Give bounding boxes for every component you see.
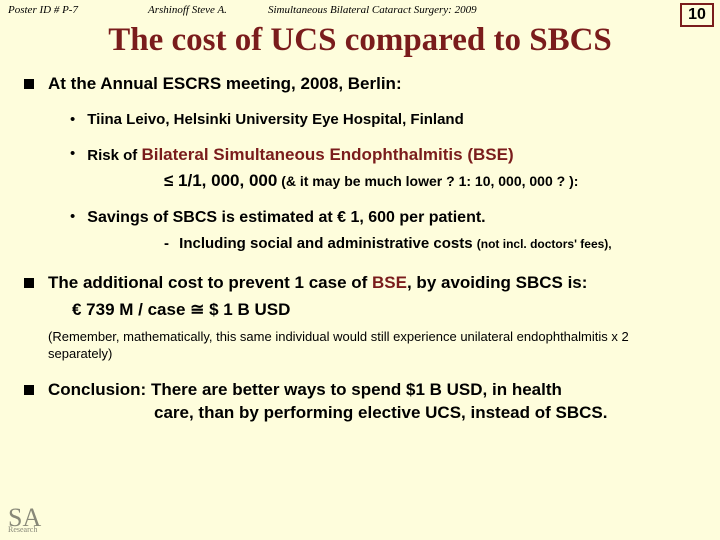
risk-value-line: ≤ 1/1, 000, 000 (& it may be much lower …: [24, 171, 696, 191]
bullet-sub-1b: • Risk of Bilateral Simultaneous Endopht…: [70, 144, 696, 167]
course-title: Simultaneous Bilateral Cataract Surgery:…: [268, 4, 712, 16]
bullet-text: Tiina Leivo, Helsinki University Eye Hos…: [87, 110, 464, 130]
bullet-dot-icon: •: [70, 110, 75, 130]
header-bar: Poster ID # P-7 Arshinoff Steve A. Simul…: [0, 0, 720, 16]
savings-note: (not incl. doctors' fees),: [477, 237, 612, 251]
bullet-text: Conclusion: There are better ways to spe…: [48, 379, 607, 425]
risk-prefix: Risk of: [87, 147, 141, 164]
bullet-sub-1a: • Tiina Leivo, Helsinki University Eye H…: [70, 110, 696, 130]
content: At the Annual ESCRS meeting, 2008, Berli…: [0, 73, 720, 425]
risk-note: (& it may be much lower ? 1: 10, 000, 00…: [277, 173, 578, 189]
bullet-square-icon: [24, 79, 34, 89]
logo-small: Research: [8, 527, 41, 534]
risk-value: ≤ 1/1, 000, 000 (& it may be much lower …: [164, 171, 696, 191]
bullet-main-2: The additional cost to prevent 1 case of…: [24, 272, 696, 322]
bullet-sub-1c: • Savings of SBCS is estimated at € 1, 6…: [70, 207, 696, 229]
conclusion-line1: Conclusion: There are better ways to spe…: [48, 380, 562, 399]
cost-line1a: The additional cost to prevent 1 case of: [48, 273, 372, 292]
cost-line2: € 739 M / case ≅ $ 1 B USD: [72, 299, 587, 322]
bse-label: BSE: [372, 273, 407, 292]
author: Arshinoff Steve A.: [148, 4, 268, 16]
bullet-text: At the Annual ESCRS meeting, 2008, Berli…: [48, 73, 402, 96]
bullet-text: Savings of SBCS is estimated at € 1, 600…: [87, 207, 485, 229]
slide-number: 10: [680, 3, 714, 27]
bullet-square-icon: [24, 385, 34, 395]
cost-line1b: , by avoiding SBCS is:: [407, 273, 587, 292]
slide: Poster ID # P-7 Arshinoff Steve A. Simul…: [0, 0, 720, 540]
savings-sub-text: Including social and administrative cost…: [179, 235, 477, 252]
bullet-main-1: At the Annual ESCRS meeting, 2008, Berli…: [24, 73, 696, 96]
bullet-dot-icon: •: [70, 207, 75, 227]
dash-icon: -: [164, 235, 169, 252]
remember-note: (Remember, mathematically, this same ind…: [48, 328, 696, 363]
bullet-dot-icon: •: [70, 144, 75, 164]
conclusion-line2: care, than by performing elective UCS, i…: [154, 402, 607, 425]
bullet-square-icon: [24, 278, 34, 288]
risk-number: ≤ 1/1, 000, 000: [164, 171, 277, 190]
bullet-main-3: Conclusion: There are better ways to spe…: [24, 379, 696, 425]
risk-main: Bilateral Simultaneous Endophthalmitis (…: [141, 145, 513, 164]
poster-id: Poster ID # P-7: [8, 4, 148, 16]
sa-logo: SA Research: [8, 507, 41, 534]
slide-title: The cost of UCS compared to SBCS: [40, 22, 680, 59]
bullet-text: The additional cost to prevent 1 case of…: [48, 272, 587, 322]
bullet-text: Risk of Bilateral Simultaneous Endophtha…: [87, 144, 513, 167]
savings-subline: - Including social and administrative co…: [164, 235, 696, 252]
